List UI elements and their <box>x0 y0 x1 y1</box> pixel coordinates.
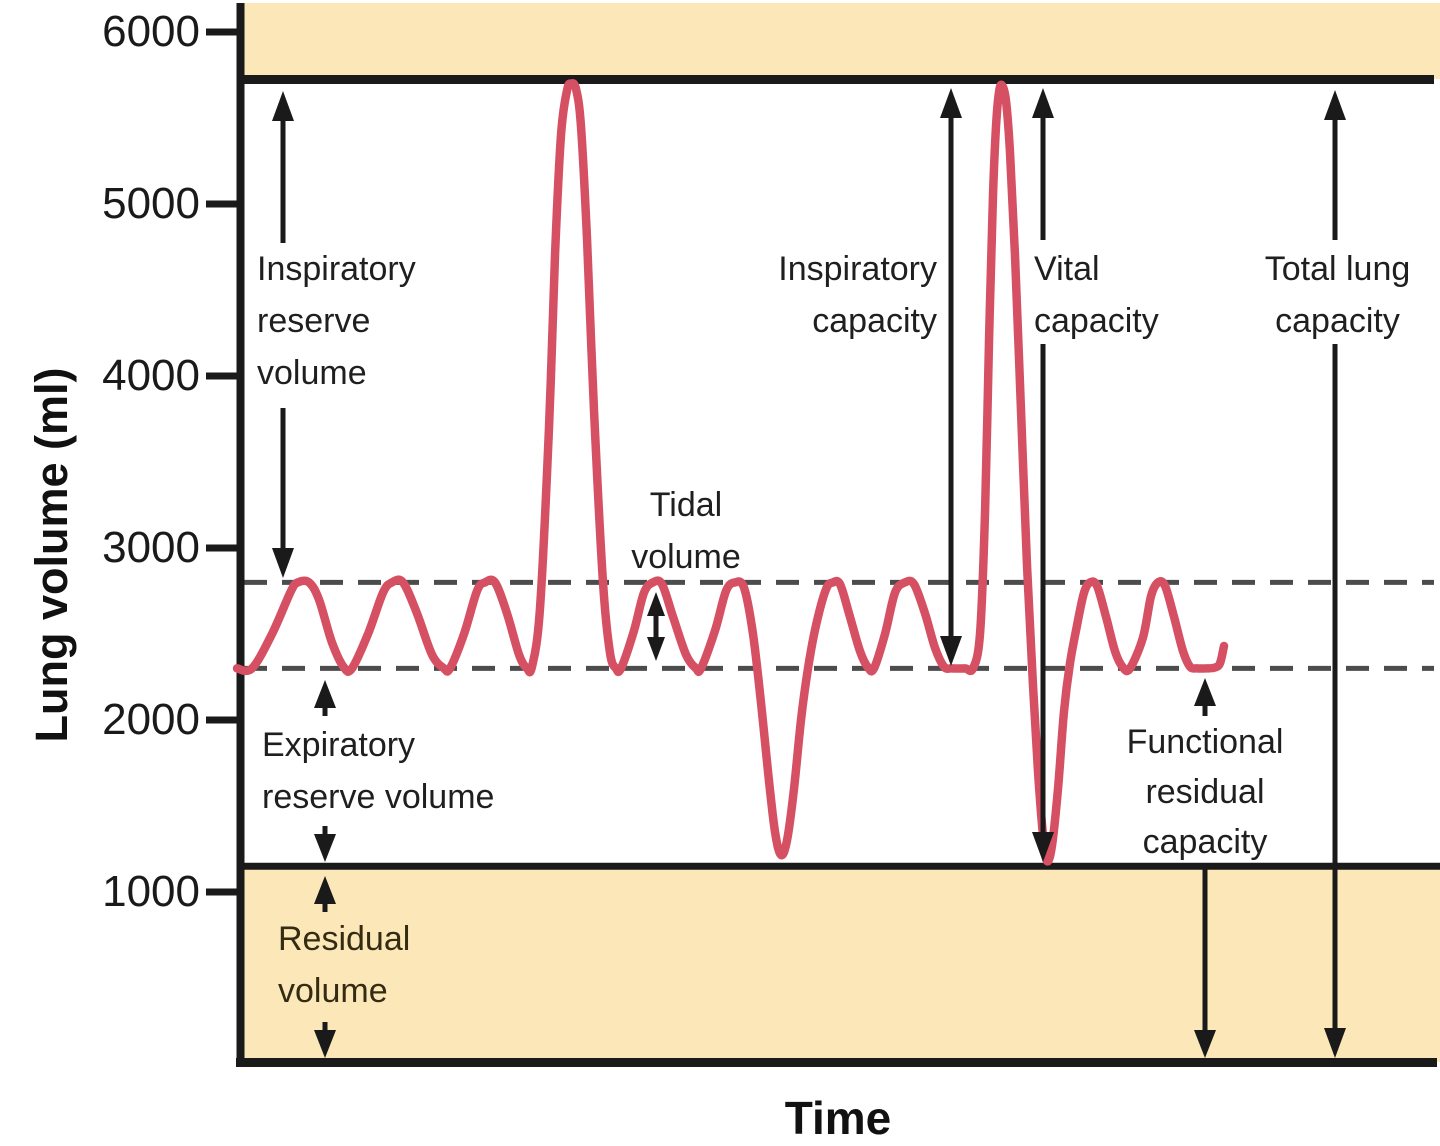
label-line: residual <box>1145 773 1265 811</box>
y-axis-tick-label: 3000 <box>102 523 200 572</box>
total-lung-capacity-band <box>240 3 1440 79</box>
label-line: Inspiratory <box>778 250 937 288</box>
residual-volume-arrow <box>314 876 336 1058</box>
tidal-volume-arrow <box>647 592 665 661</box>
inspiratory-capacity-arrow <box>940 88 962 666</box>
y-axis-tick-label: 5000 <box>102 179 200 228</box>
tidal-volume-label: Tidal volume <box>596 479 776 583</box>
label-line: volume <box>631 538 741 576</box>
inspiratory-capacity-label: Inspiratory capacity <box>665 243 937 347</box>
y-axis-title: Lung volume (ml) <box>26 367 77 743</box>
spirogram-trace <box>232 78 1229 866</box>
inspiratory-reserve-volume-label: Inspiratory reserve volume <box>257 243 416 399</box>
label-line: Total lung <box>1264 250 1411 288</box>
residual-volume-band <box>240 866 1440 1062</box>
inspiratory-reserve-volume-arrow <box>272 91 294 578</box>
label-line: Residual <box>278 920 411 958</box>
y-axis-ticks <box>206 28 237 896</box>
label-line: Functional <box>1126 723 1284 761</box>
label-line: volume <box>257 354 367 392</box>
y-axis-tick-label: 4000 <box>102 351 200 400</box>
label-line: capacity <box>1275 302 1400 340</box>
annotation-arrows <box>272 88 1346 1058</box>
y-axis-tick-label: 6000 <box>102 7 200 56</box>
label-line: Inspiratory <box>257 250 416 288</box>
total-lung-capacity-label: Total lung capacity <box>1235 243 1440 347</box>
functional-residual-capacity-arrow <box>1194 678 1216 1058</box>
label-line: reserve <box>257 302 371 340</box>
label-line: capacity <box>812 302 937 340</box>
y-axis-tick-label: 2000 <box>102 695 200 744</box>
vital-capacity-arrow <box>1032 88 1054 862</box>
x-axis-title: Time <box>784 1092 892 1144</box>
label-line: volume <box>278 972 388 1010</box>
label-line: Tidal <box>649 486 723 524</box>
vital-capacity-label: Vital capacity <box>1034 243 1159 347</box>
label-line: capacity <box>1034 302 1159 340</box>
functional-residual-capacity-label: Functional residual capacity <box>1085 717 1325 867</box>
y-axis-tick-label: 1000 <box>102 867 200 916</box>
expiratory-reserve-volume-arrow <box>314 680 336 862</box>
label-line: Expiratory <box>262 726 416 764</box>
total-lung-capacity-arrow <box>1324 90 1346 1058</box>
label-line: reserve volume <box>262 778 495 816</box>
expiratory-reserve-volume-label: Expiratory reserve volume <box>262 719 494 823</box>
residual-volume-label: Residual volume <box>278 913 410 1017</box>
label-line: Vital <box>1034 250 1100 288</box>
label-line: capacity <box>1142 823 1268 861</box>
